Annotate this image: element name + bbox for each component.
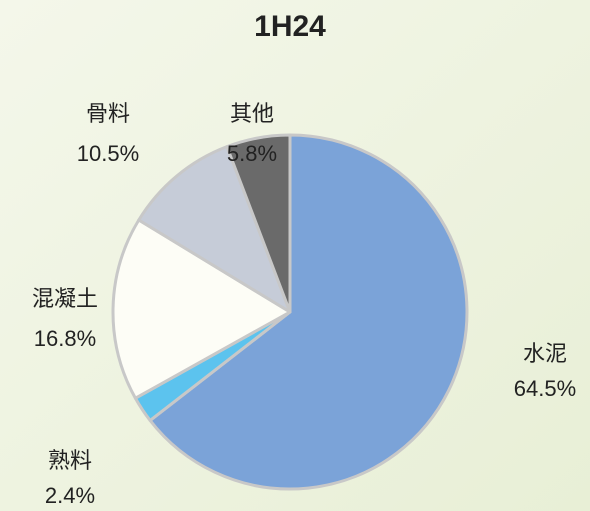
value-label: 2.4% — [45, 483, 95, 508]
category-label: 骨料 — [86, 102, 130, 127]
category-label: 混凝土 — [32, 287, 98, 312]
pie-slice — [225, 133, 292, 314]
pie-slice — [111, 218, 292, 400]
category-label: 熟料 — [48, 449, 92, 474]
category-label: 水泥 — [523, 342, 567, 367]
category-label: 其他 — [230, 102, 274, 127]
pie-slice — [137, 145, 292, 314]
pie-slice — [148, 133, 469, 491]
value-label: 5.8% — [227, 141, 277, 166]
value-label: 10.5% — [77, 141, 139, 166]
labels: 水泥 64.5% 熟料 2.4% 混凝土 16.8% 骨料 10.5% 其他 5.8% — [32, 102, 576, 508]
chart-title: 1H24 — [254, 10, 326, 43]
value-label: 16.8% — [34, 326, 96, 351]
pie — [111, 133, 469, 491]
value-label: 64.5% — [514, 376, 576, 401]
